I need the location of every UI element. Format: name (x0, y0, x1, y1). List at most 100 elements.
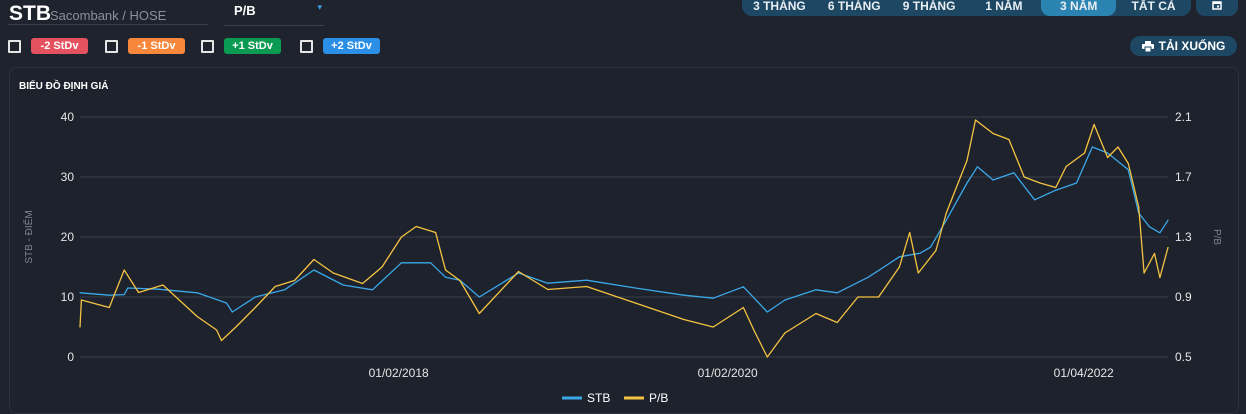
data-point (1033, 199, 1036, 201)
legend[interactable]: STB P/B (562, 391, 668, 404)
stdv-label: -2 StDv (31, 38, 88, 54)
range-all[interactable]: TẤT CẢ (1131, 0, 1176, 13)
valuation-chart: 0 10 20 30 40 0.5 0.9 1.3 1.7 2.1 01/02/2018 01/02/… (22, 110, 1222, 404)
data-point (898, 256, 900, 258)
data-point (1023, 176, 1025, 178)
data-point (784, 299, 786, 301)
data-point (634, 302, 636, 304)
data-point (1055, 186, 1057, 189)
data-point (332, 272, 334, 274)
range-1-year[interactable]: 1 NĂM (985, 0, 1023, 13)
data-point (784, 332, 786, 334)
data-point (517, 270, 520, 273)
legend-label-stb[interactable]: STB (587, 391, 610, 404)
data-point (231, 311, 233, 313)
stdv-label: +2 StDv (323, 38, 380, 54)
data-point (444, 276, 447, 278)
data-point (992, 179, 994, 181)
data-point (1107, 156, 1109, 159)
data-point (1084, 152, 1086, 154)
stdv-toggle-plus1[interactable]: +1 StDv (201, 38, 281, 54)
data-point (1148, 226, 1151, 228)
data-point (342, 284, 344, 286)
data-point (127, 287, 129, 289)
data-point (742, 306, 745, 309)
checkbox[interactable] (8, 39, 21, 53)
data-point (1167, 219, 1169, 221)
data-point (742, 286, 745, 288)
data-point (235, 326, 237, 328)
data-point (220, 339, 223, 342)
metric-select-value: P/B (234, 3, 256, 18)
data-point (1075, 182, 1078, 184)
data-point (254, 296, 256, 298)
data-point (919, 252, 921, 254)
data-point (945, 212, 947, 214)
data-point (415, 225, 417, 228)
caret-down-icon: ▾ (317, 2, 322, 12)
data-point (80, 299, 82, 301)
left-tick-label: 20 (61, 230, 75, 244)
data-point (1153, 252, 1156, 255)
data-point (478, 312, 480, 315)
metric-select[interactable]: P/B ▾ (224, 0, 324, 26)
stdv-toggle-minus2[interactable]: -2 StDv (8, 38, 88, 54)
data-point (753, 329, 755, 331)
company-exchange: Sacombank / HOSE (50, 8, 167, 23)
data-point (909, 231, 911, 234)
calendar-button[interactable] (1196, 0, 1238, 16)
data-point (966, 182, 968, 184)
data-point (878, 296, 880, 298)
data-point (284, 289, 286, 291)
data-point (898, 266, 900, 268)
data-point (162, 284, 164, 286)
data-point (1117, 146, 1119, 148)
data-point (444, 269, 447, 271)
data-point (478, 296, 480, 298)
range-3-months[interactable]: 3 THÁNG (753, 0, 806, 13)
range-9-months[interactable]: 9 THÁNG (902, 0, 956, 13)
data-point (430, 262, 432, 264)
data-point (547, 288, 549, 291)
data-point (945, 219, 947, 221)
data-point (108, 294, 110, 296)
data-point (917, 272, 919, 274)
data-point (293, 279, 296, 282)
download-button[interactable]: TẢI XUỐNG (1130, 36, 1237, 56)
data-point (196, 292, 198, 294)
data-point (459, 279, 461, 282)
data-point (992, 132, 994, 135)
data-point (836, 321, 838, 324)
checkbox[interactable] (300, 39, 313, 53)
range-3-years[interactable]: 3 NĂM (1041, 0, 1117, 16)
right-tick-label: 1.3 (1175, 230, 1192, 244)
data-point (1167, 246, 1169, 249)
data-point (712, 297, 714, 299)
chart-card-title: BIỂU ĐỒ ĐỊNH GIÁ (19, 81, 109, 92)
stdv-toggle-minus1[interactable]: -1 StDv (105, 38, 185, 54)
valuation-chart-card (9, 67, 1239, 414)
data-point (815, 289, 817, 291)
data-point (157, 288, 159, 290)
data-point (435, 231, 437, 234)
data-point (836, 292, 838, 294)
left-tick-label: 10 (61, 290, 75, 304)
stdv-label: -1 StDv (128, 38, 185, 54)
checkbox[interactable] (105, 39, 118, 53)
x-tick-label: 01/02/2020 (698, 366, 758, 380)
data-point (361, 282, 364, 285)
stdv-toggle-plus2[interactable]: +2 StDv (300, 38, 380, 54)
series-line-stb (79, 146, 1169, 313)
range-6-months[interactable]: 6 THÁNG (827, 0, 881, 13)
data-point (1107, 152, 1109, 154)
data-point (1159, 232, 1161, 234)
data-point (196, 315, 198, 318)
ticker-symbol: STB (9, 2, 51, 25)
checkbox[interactable] (201, 39, 214, 53)
data-point (1091, 146, 1093, 148)
data-point (929, 246, 932, 248)
series-line-pb (79, 119, 1169, 358)
data-point (313, 258, 315, 261)
x-tick-label: 01/04/2022 (1054, 366, 1114, 380)
legend-label-pb[interactable]: P/B (649, 391, 668, 404)
